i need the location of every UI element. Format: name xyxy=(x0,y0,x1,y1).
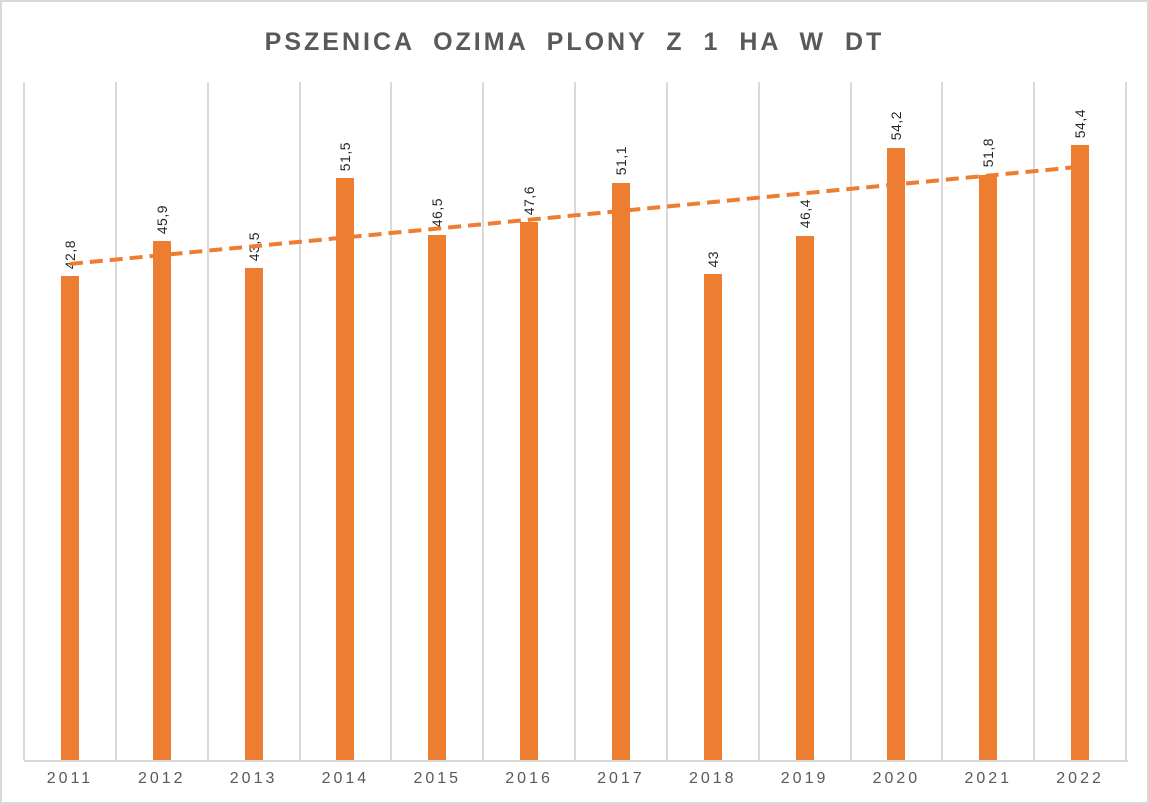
bar-value-label: 45,9 xyxy=(153,205,170,235)
x-axis-tick-label: 2012 xyxy=(137,770,186,787)
bar-value-label: 42,8 xyxy=(61,240,78,270)
bar-2017 xyxy=(611,182,630,760)
bar-2012 xyxy=(152,241,171,760)
x-axis-tick-label: 2020 xyxy=(872,770,921,787)
x-axis-tick-label: 2019 xyxy=(780,770,829,787)
x-axis-line xyxy=(24,760,1128,762)
gridline xyxy=(114,82,117,760)
x-axis-tick-label: 2018 xyxy=(688,770,737,787)
bar-value-label: 47,6 xyxy=(521,185,538,216)
gridline xyxy=(298,82,301,760)
bar-2022 xyxy=(1071,145,1090,760)
bar-value-label: 51,5 xyxy=(337,141,354,172)
x-axis-tick-label: 2015 xyxy=(413,770,462,787)
bar-value-label: 54,4 xyxy=(1072,109,1089,139)
bar-2016 xyxy=(520,222,539,760)
chart-title: PSZENICA OZIMA PLONY Z 1 HA W DT xyxy=(264,28,885,56)
gridline xyxy=(206,82,209,760)
x-axis-tick-label: 2011 xyxy=(46,770,94,787)
bar-value-label: 43,5 xyxy=(245,232,262,262)
gridline xyxy=(849,82,852,760)
gridline xyxy=(482,82,485,760)
bar-value-label: 43 xyxy=(704,250,721,268)
gridline xyxy=(390,82,393,760)
gridline xyxy=(23,82,25,760)
bar-2019 xyxy=(795,235,814,760)
gridline xyxy=(1125,82,1127,760)
bar-2011 xyxy=(60,276,79,760)
bar-2021 xyxy=(979,174,998,760)
bar-value-label: 51,8 xyxy=(980,138,997,168)
bar-2020 xyxy=(887,147,906,760)
gridline xyxy=(941,82,944,760)
bar-2014 xyxy=(336,178,355,760)
bar-value-label: 51,1 xyxy=(612,146,629,176)
gridline xyxy=(757,82,760,760)
x-axis-tick-label: 2014 xyxy=(321,770,370,787)
x-axis-tick-label: 2022 xyxy=(1056,770,1104,787)
bar-2013 xyxy=(244,268,263,760)
gridline xyxy=(1033,82,1036,760)
bar-2018 xyxy=(703,274,722,760)
x-axis-tick-label: 2016 xyxy=(505,770,553,787)
bar-2015 xyxy=(428,234,447,760)
gridline xyxy=(574,82,576,760)
x-axis-tick-label: 2017 xyxy=(597,770,645,787)
gridline xyxy=(665,82,668,760)
x-axis-tick-label: 2013 xyxy=(229,770,278,787)
x-axis-tick-label: 2021 xyxy=(964,770,1013,787)
bar-value-label: 46,4 xyxy=(796,199,813,229)
bar-value-label: 54,2 xyxy=(888,111,905,141)
bar-value-label: 46,5 xyxy=(429,198,446,228)
